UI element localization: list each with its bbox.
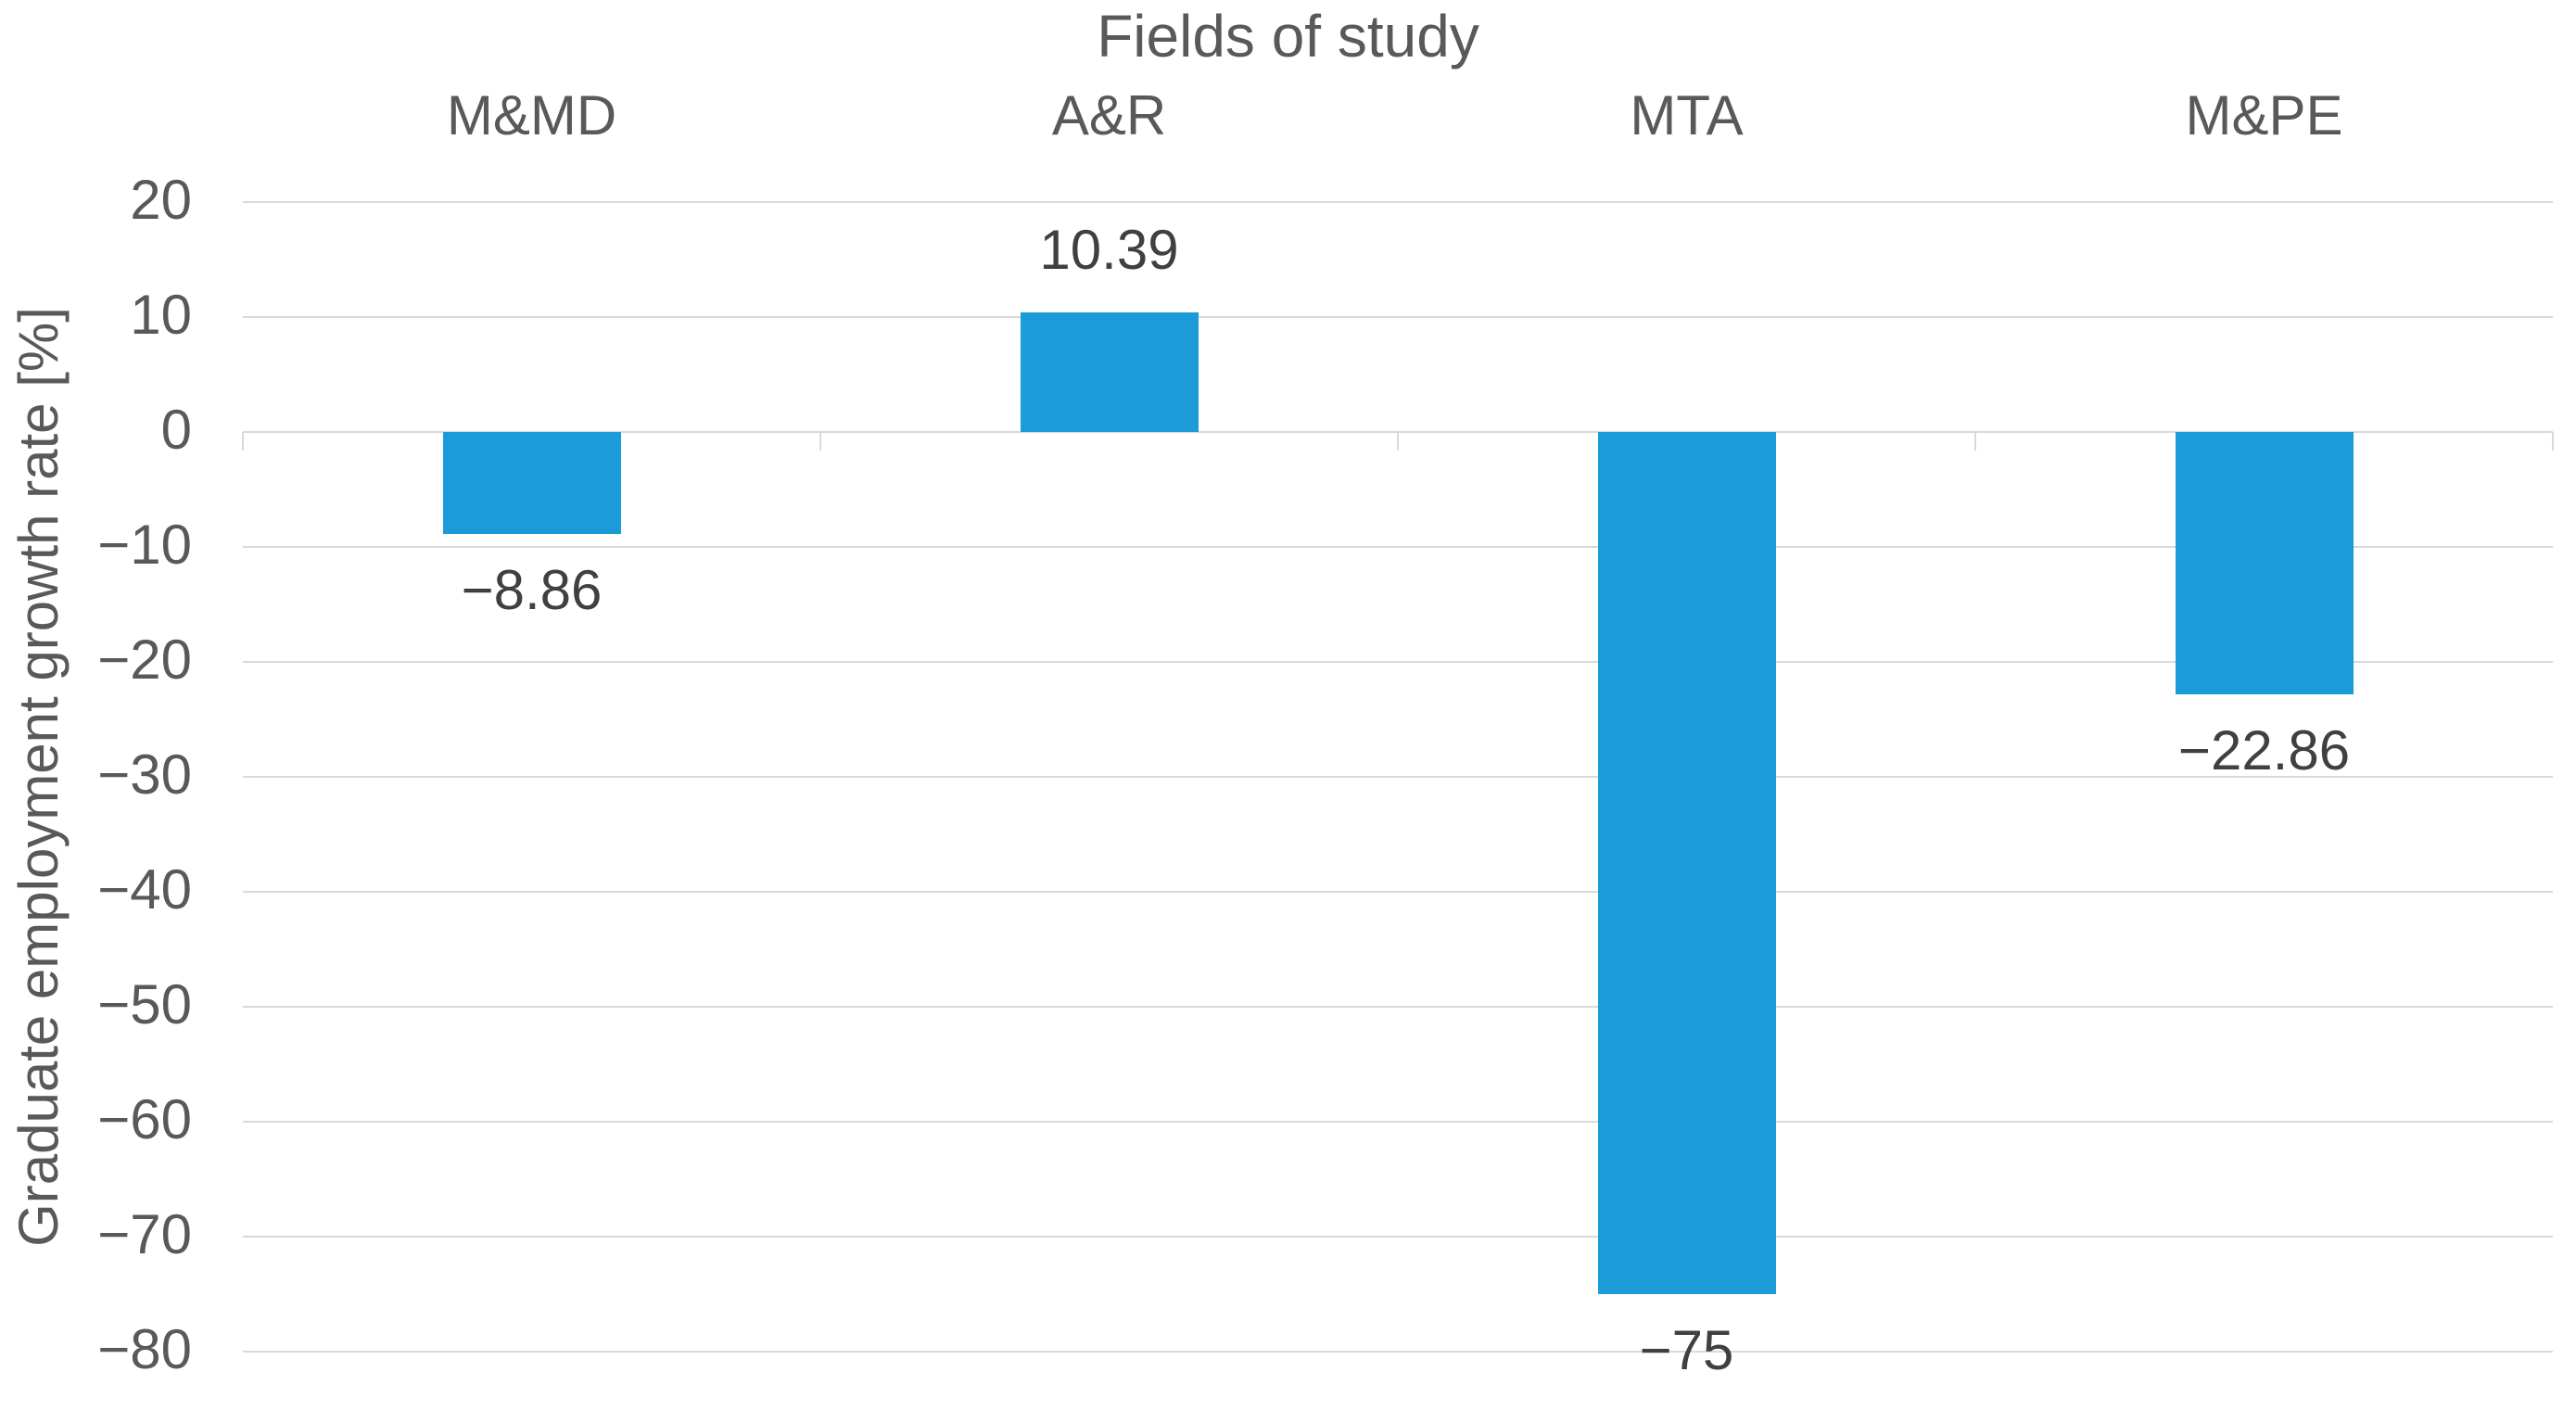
gridline: [243, 1006, 2553, 1008]
zero-axis-tick: [1397, 432, 1399, 451]
y-tick-label: 0: [160, 399, 192, 461]
y-tick-label: −60: [97, 1088, 192, 1150]
gridline: [243, 661, 2553, 663]
gridline: [243, 1236, 2553, 1238]
chart-title: Fields of study: [1097, 3, 1479, 70]
y-tick-label: −40: [97, 858, 192, 921]
data-label: −22.86: [2177, 719, 2351, 782]
y-tick-label: −50: [97, 973, 192, 1035]
bar-mpe: [2175, 432, 2354, 695]
y-tick-label: −10: [97, 514, 192, 576]
category-label: M&MD: [446, 84, 617, 146]
zero-axis-tick: [819, 432, 821, 451]
zero-axis-tick: [242, 432, 244, 451]
y-tick-label: 20: [130, 169, 192, 231]
y-tick-label: −20: [97, 629, 192, 691]
bar-mmd: [442, 432, 621, 534]
gridline: [243, 201, 2553, 203]
gridline: [243, 776, 2553, 778]
y-tick-label: −30: [97, 743, 192, 806]
gridline: [243, 1121, 2553, 1123]
gridline: [243, 316, 2553, 318]
category-label: M&PE: [2185, 84, 2343, 146]
bar-mta: [1597, 432, 1776, 1294]
gridline: [243, 891, 2553, 893]
gridline: [243, 1351, 2553, 1353]
bar-ar: [1020, 312, 1199, 432]
category-label: A&R: [1051, 84, 1167, 146]
y-tick-label: 10: [130, 284, 192, 346]
zero-axis-tick: [1974, 432, 1976, 451]
data-label: −75: [1639, 1319, 1734, 1381]
zero-axis-tick: [2552, 432, 2554, 451]
data-label: 10.39: [1039, 219, 1179, 282]
data-label: −8.86: [461, 558, 603, 621]
gridline: [243, 546, 2553, 548]
category-label: MTA: [1630, 84, 1744, 146]
y-tick-label: −80: [97, 1318, 192, 1380]
y-tick-label: −70: [97, 1203, 192, 1265]
